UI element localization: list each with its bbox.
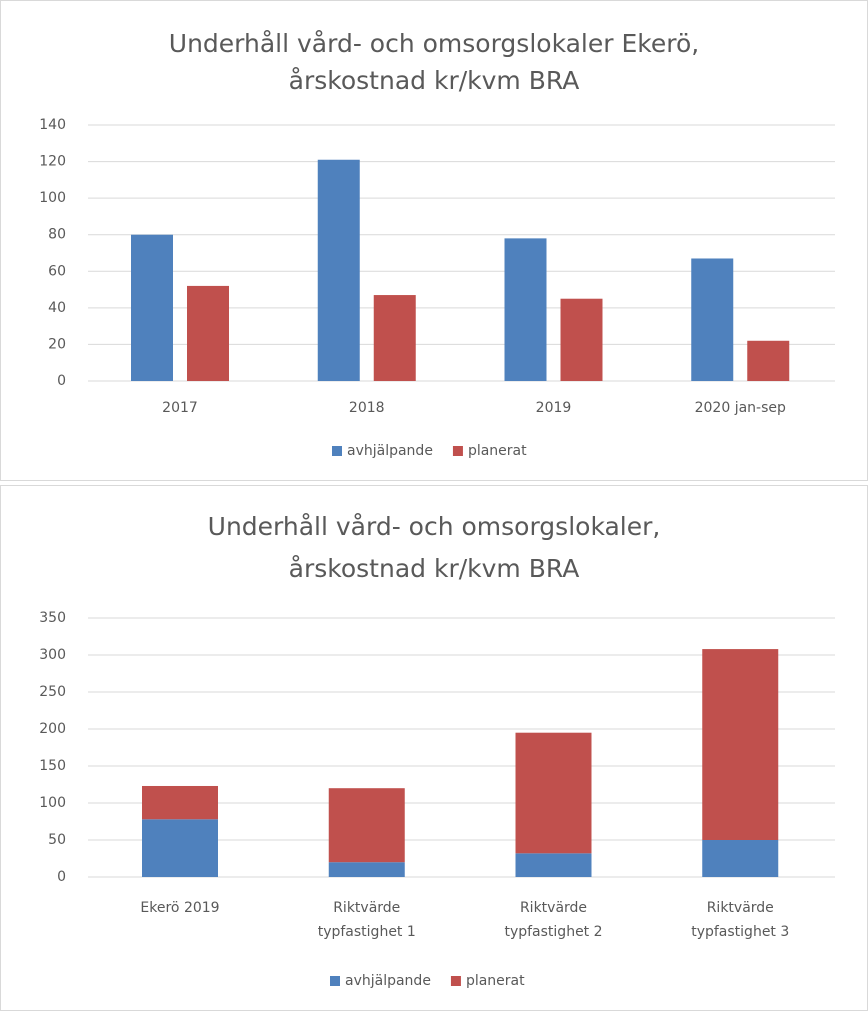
chart-title: Underhåll vård- och omsorgslokaler,	[208, 512, 661, 541]
legend-swatch	[450, 976, 461, 986]
chart-title: årskostnad kr/kvm BRA	[289, 554, 580, 583]
x-tick-label: typfastighet 2	[504, 924, 602, 940]
bar	[328, 788, 405, 863]
x-tick-label: 2019	[536, 400, 572, 416]
x-tick-label: typfastighet 3	[691, 924, 789, 940]
y-tick-label: 300	[39, 647, 66, 663]
y-tick-label: 60	[48, 263, 66, 279]
bar	[702, 649, 779, 840]
bar	[187, 285, 229, 381]
bar	[747, 340, 790, 381]
x-tick-label: Riktvärde	[333, 900, 400, 916]
bar	[691, 258, 734, 381]
y-tick-label: 140	[39, 117, 66, 133]
bar	[560, 298, 603, 381]
x-tick-label: typfastighet 1	[318, 924, 416, 940]
y-tick-label: 50	[48, 832, 66, 848]
y-tick-label: 350	[39, 610, 66, 626]
legend-label: avhjälpande	[345, 973, 431, 989]
y-tick-label: 0	[57, 373, 66, 389]
bar	[504, 238, 547, 381]
bar	[142, 819, 218, 877]
bar	[317, 159, 360, 381]
bar	[515, 853, 592, 877]
bar	[515, 732, 592, 854]
chart-title: Underhåll vård- och omsorgslokaler Ekerö…	[169, 29, 699, 58]
x-tick-label: Riktvärde	[520, 900, 587, 916]
legend-swatch	[330, 976, 340, 986]
y-tick-label: 20	[48, 336, 66, 352]
bar	[328, 862, 405, 877]
legend-label: planerat	[468, 443, 527, 459]
y-tick-label: 100	[39, 190, 66, 206]
legend-swatch	[452, 446, 463, 456]
x-tick-label: Riktvärde	[707, 900, 774, 916]
legend-label: avhjälpande	[347, 443, 433, 459]
y-tick-label: 40	[48, 300, 66, 316]
legend-swatch	[332, 446, 342, 456]
y-tick-label: 200	[39, 721, 66, 737]
x-tick-label: 2020 jan-sep	[695, 400, 786, 416]
bar	[702, 840, 779, 877]
legend-label: planerat	[466, 973, 525, 989]
bar	[131, 234, 173, 381]
bar	[373, 295, 416, 381]
y-tick-label: 100	[39, 795, 66, 811]
chart-title: årskostnad kr/kvm BRA	[289, 66, 580, 95]
y-tick-label: 80	[48, 227, 66, 243]
y-tick-label: 120	[39, 154, 66, 170]
bar	[142, 785, 218, 820]
x-tick-label: 2017	[162, 400, 198, 416]
y-tick-label: 150	[39, 758, 66, 774]
x-tick-label: Ekerö 2019	[140, 900, 219, 916]
y-tick-label: 250	[39, 684, 66, 700]
x-tick-label: 2018	[349, 400, 385, 416]
y-tick-label: 0	[57, 869, 66, 885]
